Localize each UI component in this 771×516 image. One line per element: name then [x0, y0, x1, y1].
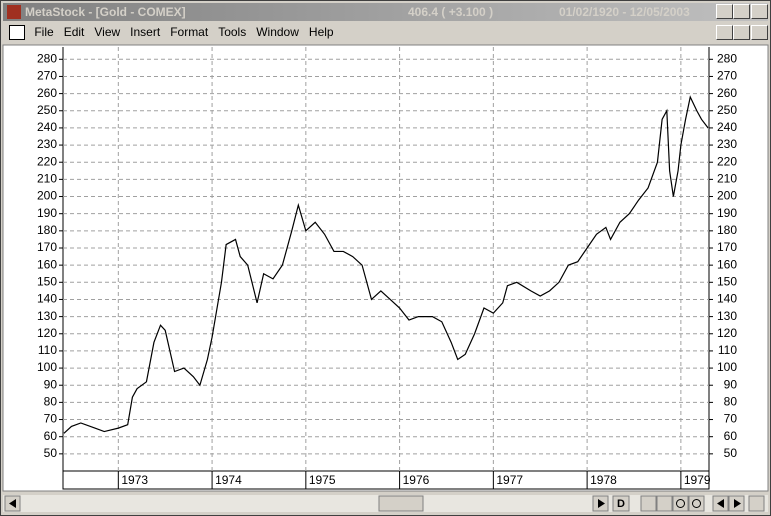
y-tick-label: 100 — [37, 360, 57, 374]
x-tick-label: 1977 — [496, 473, 523, 487]
y-tick-label: 240 — [37, 120, 57, 134]
y-tick-label: 270 — [37, 69, 57, 83]
price-line — [63, 95, 709, 434]
y-tick-label-right: 50 — [724, 446, 738, 460]
y-tick-label-right: 200 — [717, 189, 737, 203]
scrollbar[interactable]: D — [3, 495, 768, 512]
arrow-icon — [9, 499, 16, 508]
y-tick-label-right: 150 — [717, 274, 737, 288]
chart-frame — [2, 44, 769, 492]
y-tick-label: 120 — [37, 326, 57, 340]
period-label: D — [617, 498, 625, 510]
y-tick-label: 220 — [37, 154, 57, 168]
y-tick-label: 60 — [44, 429, 58, 443]
y-tick-label: 140 — [37, 292, 57, 306]
y-tick-label-right: 60 — [724, 429, 738, 443]
menu-item[interactable]: Tools — [218, 25, 247, 39]
y-tick-label: 180 — [37, 223, 57, 237]
y-tick-label: 210 — [37, 172, 57, 186]
y-tick-label-right: 270 — [717, 69, 737, 83]
y-tick-label-right: 210 — [717, 172, 737, 186]
y-tick-label-right: 160 — [717, 257, 737, 271]
doc-restore[interactable] — [733, 25, 750, 40]
x-tick-label: 1978 — [590, 473, 617, 487]
arrow-icon — [734, 499, 741, 508]
title-bar: MetaStock - [Gold - COMEX] 406.4 ( +3.10… — [3, 3, 768, 21]
y-tick-label-right: 230 — [717, 137, 737, 151]
y-tick-label: 130 — [37, 309, 57, 323]
y-tick-label-right: 250 — [717, 103, 737, 117]
x-axis-band — [62, 470, 710, 490]
y-tick-label-right: 70 — [724, 412, 738, 426]
y-tick-label-right: 110 — [718, 343, 737, 357]
menu-item[interactable]: File — [34, 25, 54, 39]
menu-bar: File Edit View Insert Format Tools Window Help — [3, 23, 768, 42]
y-tick-label-right: 240 — [717, 120, 737, 134]
y-tick-label: 90 — [44, 377, 58, 391]
date-range: 01/02/1920 - 12/05/2003 — [559, 5, 690, 19]
y-tick-label: 200 — [37, 189, 57, 203]
y-tick-label-right: 170 — [717, 240, 737, 254]
menu-item[interactable]: Insert — [130, 25, 161, 39]
y-tick-label: 70 — [44, 412, 58, 426]
y-tick-label: 150 — [37, 274, 57, 288]
chart: D 50 50 60 60 70 70 80 80 90 90 100 100 110 110 120 120… — [2, 44, 769, 512]
x-tick-label: 1974 — [215, 473, 242, 487]
menu-item[interactable]: Help — [308, 25, 334, 39]
y-tick-label: 50 — [44, 446, 58, 460]
doc-minimize[interactable] — [716, 25, 733, 40]
maximize-button[interactable] — [733, 4, 750, 19]
y-tick-label-right: 180 — [717, 223, 737, 237]
menu-item[interactable]: Window — [256, 25, 299, 39]
menu-item[interactable]: View — [94, 25, 121, 39]
y-tick-label: 250 — [37, 103, 57, 117]
end-button[interactable] — [748, 495, 765, 512]
doc-icon — [9, 25, 25, 41]
y-tick-label-right: 130 — [717, 309, 737, 323]
y-tick-label-right: 80 — [724, 395, 738, 409]
x-tick-label: 1973 — [121, 473, 148, 487]
minimize-button[interactable] — [716, 4, 733, 19]
arrow-icon — [717, 499, 724, 508]
y-tick-label-right: 220 — [717, 154, 737, 168]
x-tick-label: 1979 — [684, 473, 711, 487]
scroll-thumb[interactable] — [378, 495, 424, 512]
y-tick-label-right: 140 — [717, 292, 737, 306]
zoom-in-button[interactable] — [688, 495, 705, 512]
y-tick-label: 260 — [37, 86, 57, 100]
y-tick-label-right: 120 — [717, 326, 737, 340]
y-tick-label-right: 260 — [717, 86, 737, 100]
y-tick-label: 80 — [44, 395, 58, 409]
y-tick-label: 160 — [37, 257, 57, 271]
y-tick-label-right: 280 — [717, 51, 737, 65]
window-title: MetaStock - [Gold - COMEX] — [25, 5, 186, 19]
arrow-icon — [598, 499, 605, 508]
menu-item[interactable]: Edit — [63, 25, 85, 39]
period-button[interactable] — [612, 495, 630, 512]
updown-button[interactable] — [640, 495, 657, 512]
y-tick-label-right: 90 — [724, 377, 738, 391]
zoom-icon — [676, 499, 685, 508]
y-tick-label: 190 — [37, 206, 57, 220]
x-tick-label: 1976 — [403, 473, 430, 487]
y-tick-label-right: 190 — [717, 206, 737, 220]
y-tick-label-right: 100 — [717, 360, 737, 374]
x-tick-label: 1975 — [309, 473, 336, 487]
y-tick-label: 230 — [37, 137, 57, 151]
y-tick-label: 170 — [37, 240, 57, 254]
move-button[interactable] — [656, 495, 673, 512]
app-icon — [7, 5, 21, 19]
zoom-out-button[interactable] — [672, 495, 689, 512]
zoom-icon — [692, 499, 701, 508]
quote: 406.4 ( +3.100 ) — [408, 5, 494, 19]
y-tick-label: 280 — [37, 51, 57, 65]
doc-close[interactable] — [751, 25, 768, 40]
y-tick-label: 110 — [38, 343, 57, 357]
menu-item[interactable]: Format — [170, 25, 209, 39]
close-button[interactable] — [751, 4, 768, 19]
